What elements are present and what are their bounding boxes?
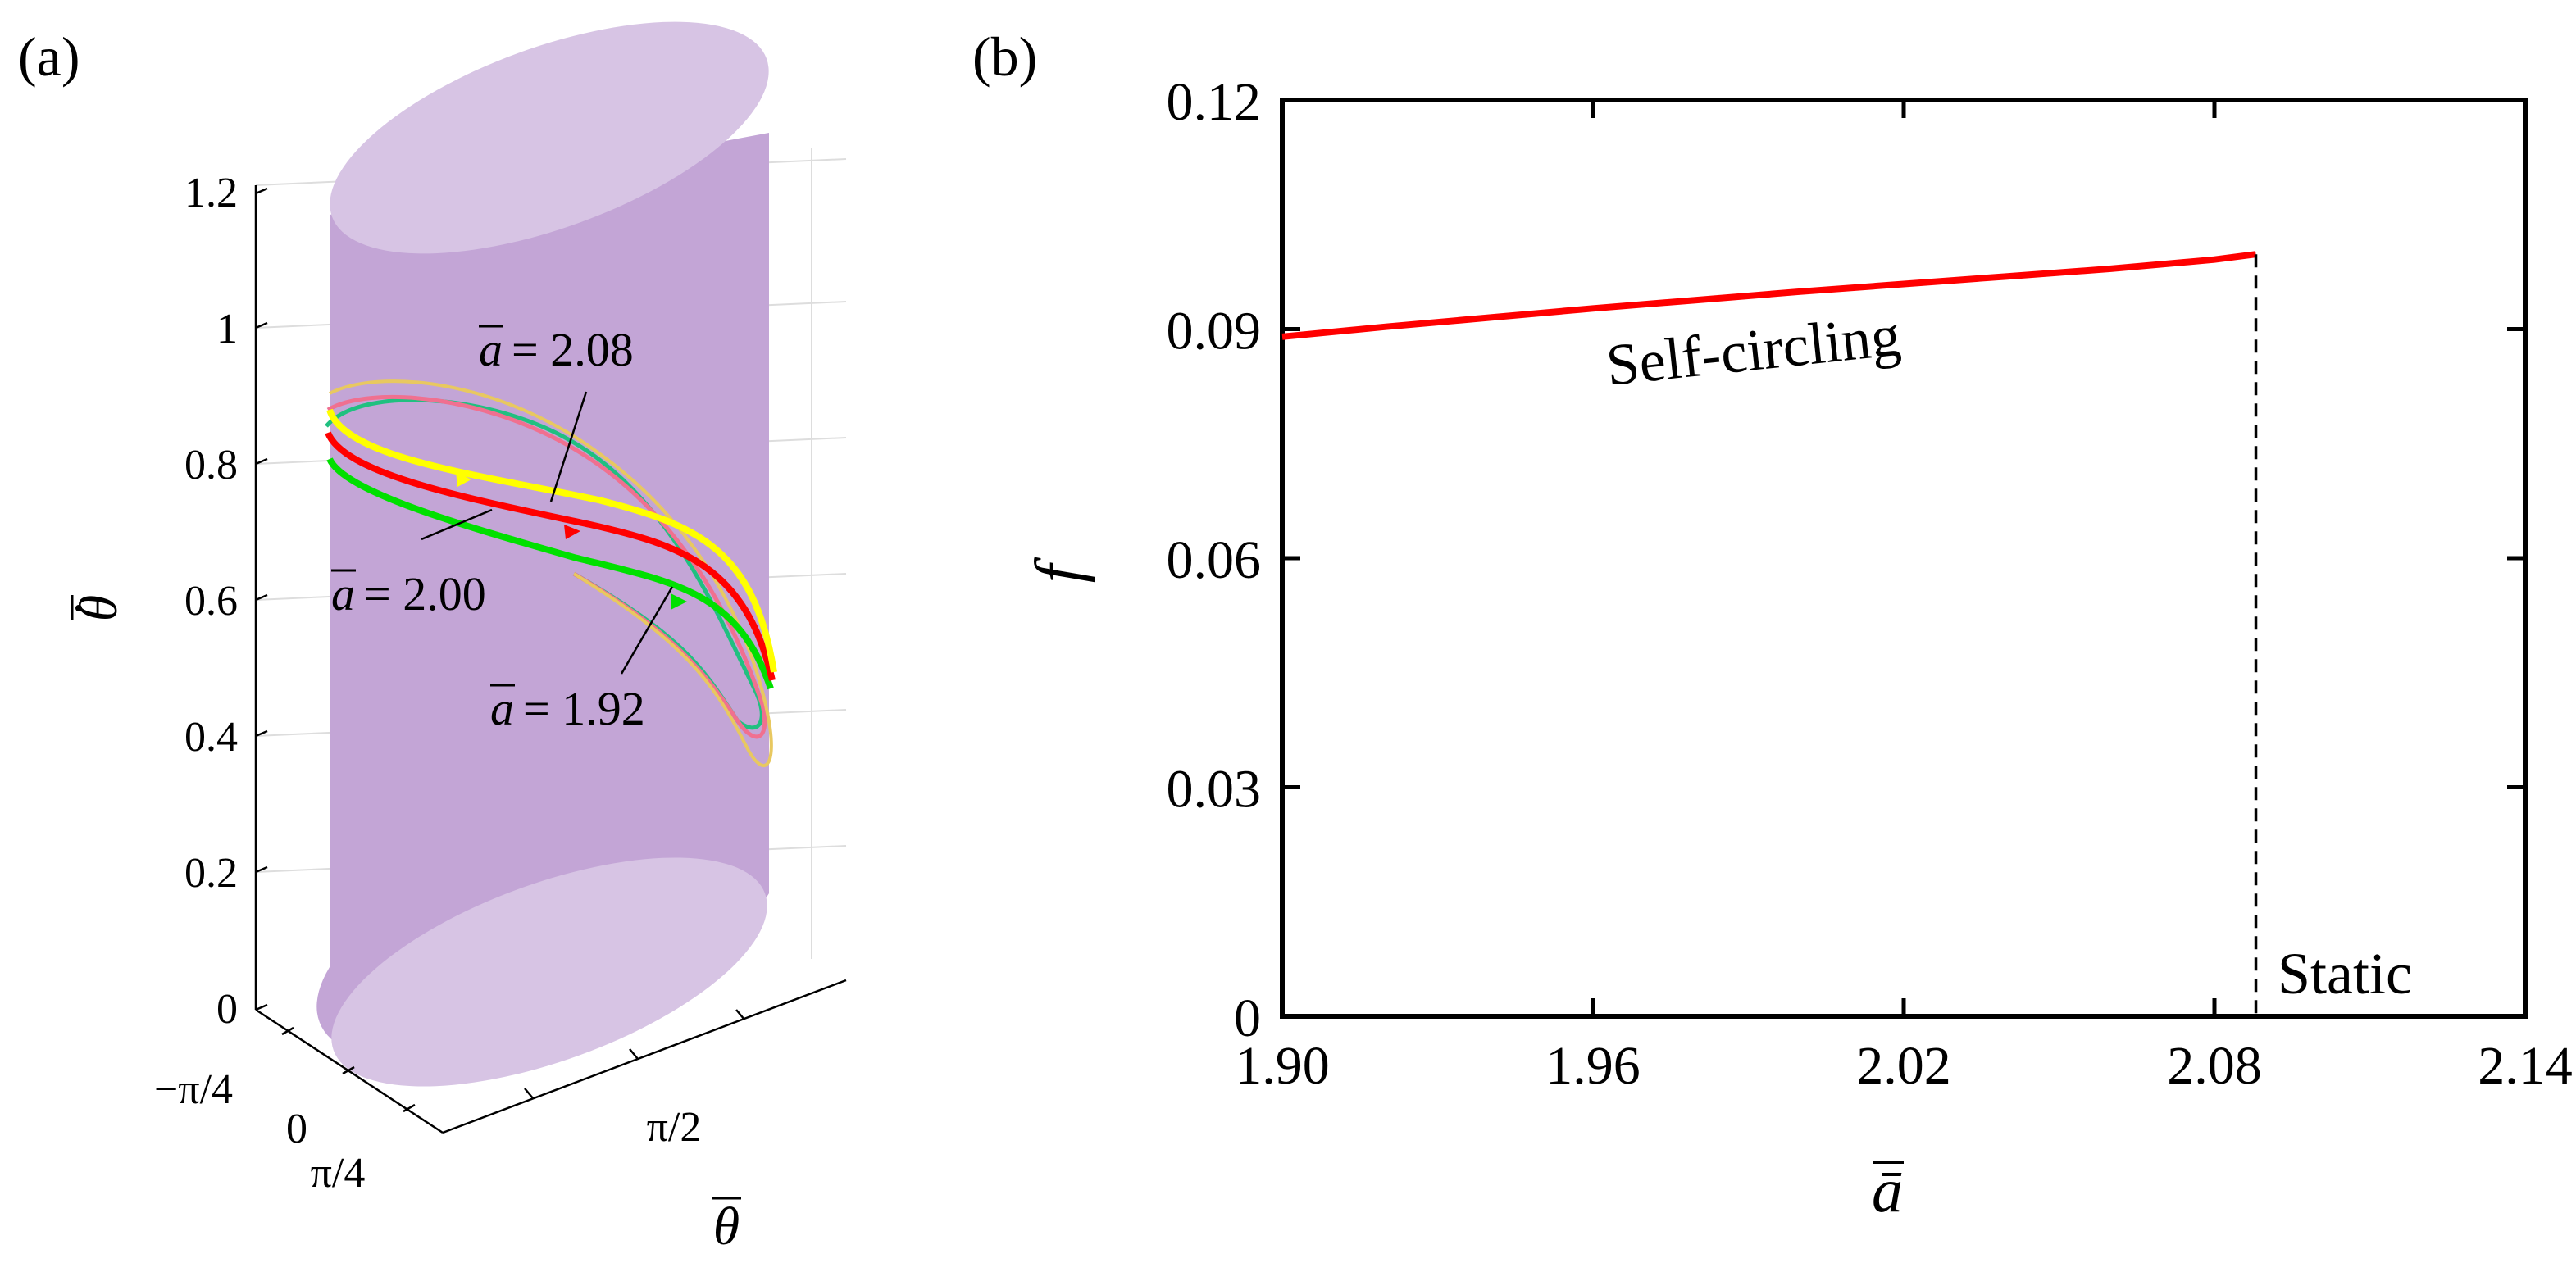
arrow-2.00: [564, 525, 580, 539]
z-tick-0.6: 0.6: [184, 578, 238, 625]
z-tick-0.4: 0.4: [184, 714, 238, 761]
x-tick-label-1.90: 1.90: [1235, 1036, 1330, 1096]
tick-marks: [1280, 98, 2528, 1019]
cylinder-top-cap: [330, 21, 769, 254]
z-tick-0.8: 0.8: [184, 442, 238, 488]
z-tick-labels: 0 0.2 0.4 0.6 0.8 1 1.2: [184, 170, 238, 1033]
theta-axis-label-text: θ: [713, 1197, 740, 1256]
leader-lines: [421, 391, 674, 675]
z-tick-0: 0: [216, 986, 238, 1033]
cycle-1.92-front: [326, 457, 774, 690]
annotation-2.00: a = 2.00: [331, 567, 486, 620]
annotation-1.92: a = 1.92: [490, 682, 645, 735]
annotation-2.08-value: = 2.08: [512, 323, 634, 376]
annotation-1.92-symbol: a: [490, 682, 514, 735]
x-tick-labels: 1.90 1.96 2.02 2.08 2.14: [1235, 1036, 2573, 1096]
y-tick-label-0.12: 0.12: [1167, 72, 1262, 132]
panel-a: (a): [18, 21, 847, 1256]
panel-a-axes: [254, 185, 847, 1134]
annotation-1.92-value: = 1.92: [523, 682, 645, 735]
x-axis-label-text: ā: [1872, 1156, 1903, 1225]
cycle-2.00-front: [325, 431, 776, 681]
y-tick-label-0: 0: [1234, 988, 1261, 1048]
cylinder-body: [316, 133, 769, 1062]
x-tick-label-2.08: 2.08: [2167, 1036, 2262, 1096]
arrow-1.92: [671, 593, 687, 610]
x-tick-label-2.14: 2.14: [2478, 1036, 2573, 1096]
panel-b: (b) 0 0.03 0.06 0.09 0.12 1.90 1.96 2.02 2.08 2.…: [972, 25, 2573, 1225]
cylinder-bottom-cap: [331, 857, 767, 1087]
cycle-2.08-front: [326, 408, 777, 673]
x-tick-label-2.02: 2.02: [1856, 1036, 1951, 1096]
y-tick-label-0.06: 0.06: [1167, 530, 1262, 590]
annotation-2.00-symbol: a: [331, 567, 355, 620]
y-axis-label: f: [1023, 557, 1095, 583]
y-tick-labels: 0 0.03 0.06 0.09 0.12: [1167, 72, 1262, 1048]
z-tick-1: 1: [216, 306, 238, 352]
static-label: Static: [2278, 941, 2412, 1006]
side-tick-neg-pi4: −π/4: [154, 1066, 233, 1113]
self-circling-line: [1281, 251, 2257, 340]
x-axis-label: ā: [1872, 1156, 1904, 1225]
arrow-2.08: [456, 472, 471, 487]
z-tick-1.2: 1.2: [184, 170, 238, 216]
panel-a-label: (a): [18, 25, 80, 88]
annotation-2.08: a = 2.08: [479, 323, 634, 376]
y-tick-label-0.09: 0.09: [1167, 302, 1262, 361]
panel-b-label: (b): [972, 25, 1037, 88]
annotation-2.08-symbol: a: [479, 323, 503, 376]
plot-frame: [1280, 98, 2528, 1019]
annotation-2.00-value: = 2.00: [364, 567, 486, 620]
self-circling-label: Self-circling: [1603, 302, 1903, 398]
cycle-2.00-back: [326, 394, 767, 739]
side-tick-labels: −π/4 0 π/4: [154, 1066, 365, 1197]
side-tick-0: 0: [286, 1106, 307, 1152]
cycle-2.08-back: [329, 379, 773, 767]
y-tick-label-0.03: 0.03: [1167, 760, 1262, 820]
z-axis-label: θ: [69, 595, 129, 621]
theta-axis-label: θ: [712, 1197, 741, 1256]
side-tick-pi4: π/4: [311, 1150, 366, 1197]
theta-tick-pi2: π/2: [647, 1104, 702, 1151]
z-tick-0.2: 0.2: [184, 850, 238, 897]
cycle-annotations: a = 2.08 a = 2.00 a = 1.92: [331, 323, 645, 735]
x-tick-label-1.96: 1.96: [1545, 1036, 1641, 1096]
